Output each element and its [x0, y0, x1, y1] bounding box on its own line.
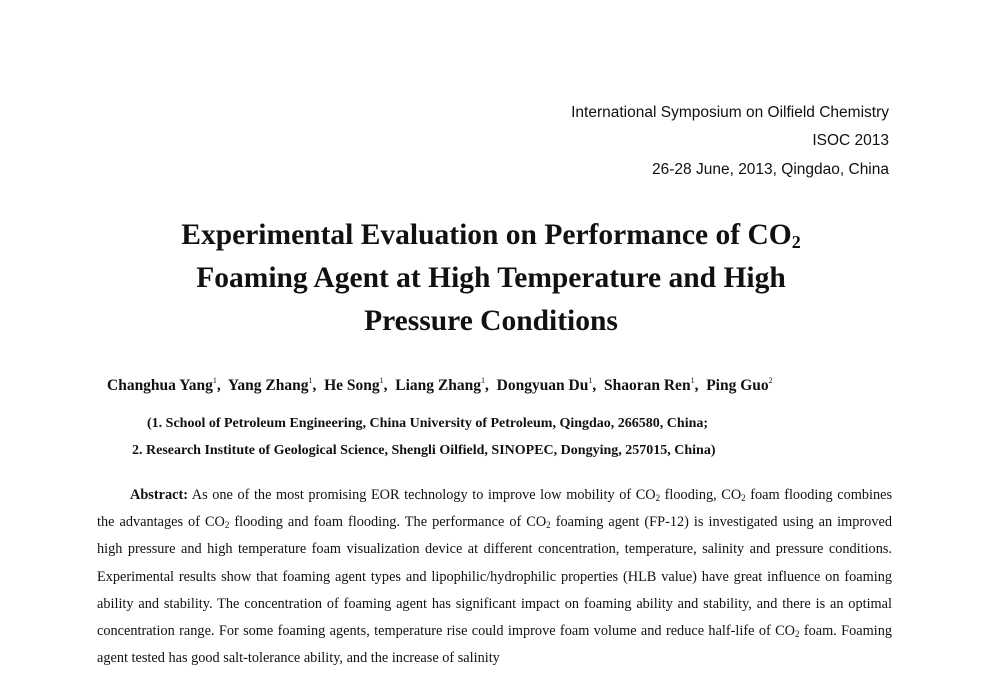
affiliation-1: (1. School of Petroleum Engineering, Chi… — [147, 416, 709, 431]
abstract-label: Abstract: — [130, 487, 188, 503]
affiliation-2: 2. Research Institute of Geological Scie… — [132, 443, 716, 458]
author-list: Changhua Yang1, Yang Zhang1, He Song1, L… — [107, 376, 773, 395]
author: Liang Zhang1 — [395, 376, 485, 395]
title-line-2: Foaming Agent at High Temperature and Hi… — [196, 262, 786, 294]
abstract: Abstract: As one of the most promising E… — [97, 487, 893, 667]
conference-name: International Symposium on Oilfield Chem… — [571, 104, 889, 121]
conference-acronym: ISOC 2013 — [812, 132, 889, 149]
author: Shaoran Ren1 — [604, 376, 695, 395]
paper-title: Experimental Evaluation on Performance o… — [80, 214, 902, 343]
author: Yang Zhang1 — [227, 376, 313, 395]
author: He Song1 — [324, 376, 384, 395]
conference-date-location: 26-28 June, 2013, Qingdao, China — [652, 161, 889, 178]
author: Dongyuan Du1 — [496, 376, 593, 395]
author: Ping Guo2 — [706, 376, 773, 395]
title-line-3: Pressure Conditions — [364, 305, 618, 337]
author: Changhua Yang1 — [107, 376, 217, 395]
title-line-1: Experimental Evaluation on Performance o… — [181, 219, 801, 252]
